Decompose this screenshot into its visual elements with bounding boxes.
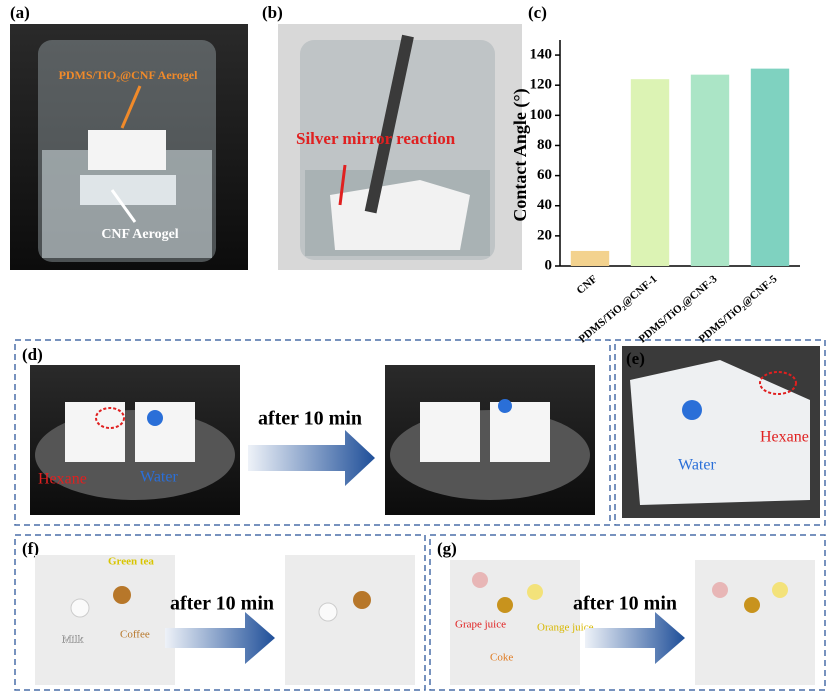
- y-tick-label: 60: [537, 167, 552, 183]
- panel-label: (a): [10, 3, 30, 22]
- aerogel: [80, 175, 176, 205]
- y-tick-label: 20: [537, 227, 552, 243]
- x-tick-label: CNF: [575, 273, 600, 297]
- bar: [630, 79, 670, 266]
- arrow: [248, 430, 375, 486]
- bar: [570, 250, 610, 266]
- arrow: [165, 612, 275, 664]
- bar: [690, 74, 730, 266]
- panel-label: (e): [626, 349, 645, 368]
- droplet: [472, 572, 488, 588]
- droplet: [70, 598, 90, 618]
- aerogel: [65, 402, 125, 462]
- panel-frame: [614, 339, 826, 526]
- droplet: [353, 591, 371, 609]
- y-tick-label: 80: [537, 137, 552, 153]
- step-label: after 10 min: [170, 593, 274, 615]
- y-tick-label: 0: [545, 257, 553, 273]
- marker: [95, 407, 125, 429]
- y-tick-label: 140: [530, 47, 553, 63]
- photo: [35, 555, 175, 685]
- step-label: after 10 min: [258, 408, 362, 430]
- droplet: [113, 586, 131, 604]
- annotation: Orange juice: [537, 622, 594, 634]
- droplet: [497, 597, 513, 613]
- marker: [759, 371, 797, 395]
- droplet: [772, 582, 788, 598]
- arrow: [120, 85, 142, 129]
- y-tick-label: 120: [530, 77, 553, 93]
- bar-chart: (c) Contact Angle (°) 0 20 40 60 80 100 120 140…: [510, 3, 800, 345]
- aerogel: [88, 130, 166, 170]
- tweezers: [364, 34, 414, 214]
- arrow: [110, 189, 137, 223]
- annotation: Hexane: [38, 471, 87, 488]
- panel-label: (c): [528, 3, 547, 22]
- aerogel: [490, 402, 550, 462]
- droplet: [682, 400, 702, 420]
- panel-label: (f): [22, 539, 39, 558]
- photo: [450, 560, 580, 685]
- annotation: Coffee: [120, 629, 150, 641]
- aerogel: [630, 360, 810, 505]
- panel-frame: [14, 534, 426, 691]
- annotation: Milk: [62, 634, 84, 646]
- annotation: CNF Aerogel: [101, 227, 178, 242]
- panel-label: (g): [437, 539, 457, 558]
- droplet: [712, 582, 728, 598]
- annotation: Hexane: [760, 429, 809, 446]
- photo: [285, 555, 415, 685]
- panel-label: (b): [262, 3, 283, 22]
- droplet: [498, 399, 512, 413]
- arrow: [338, 164, 347, 206]
- droplet: [744, 597, 760, 613]
- arrow: [585, 612, 685, 664]
- y-tick-label: 40: [537, 197, 552, 213]
- annotation: Coke: [490, 652, 513, 664]
- step-label: after 10 min: [573, 593, 677, 615]
- annotation: Water: [678, 457, 716, 474]
- annotation: Water: [140, 469, 178, 486]
- panel-frame: [429, 534, 826, 691]
- droplet: [318, 602, 338, 622]
- annotation: Green tea: [108, 556, 154, 568]
- aerogel: [420, 402, 480, 462]
- aerogel: [135, 402, 195, 462]
- annotation: PDMS/TiO₂@CNF Aerogel: [59, 68, 199, 82]
- panel-label: (d): [22, 345, 43, 364]
- bar: [750, 68, 790, 266]
- y-tick-label: 100: [530, 107, 553, 123]
- photo: [695, 560, 815, 685]
- aerogel: [330, 180, 470, 250]
- droplet: [527, 584, 543, 600]
- annotation: Silver mirror reaction: [296, 129, 456, 148]
- annotation: Grape juice: [455, 619, 506, 631]
- droplet: [147, 410, 163, 426]
- y-axis-title: Contact Angle (°): [510, 88, 531, 221]
